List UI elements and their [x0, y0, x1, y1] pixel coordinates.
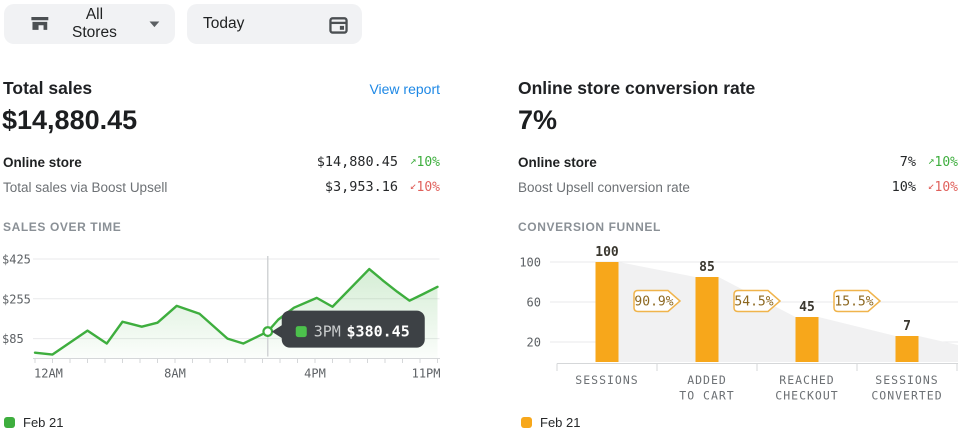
- conversion-rate-title: Online store conversion rate: [518, 78, 756, 98]
- category-label: CHECKOUT: [775, 389, 838, 403]
- y-axis-label: $425: [2, 253, 31, 267]
- category-label: ADDED: [687, 373, 727, 387]
- conversion-rate-value: 7%: [518, 105, 558, 135]
- y-axis-label: $255: [2, 292, 31, 306]
- storefront-icon: [31, 17, 49, 30]
- legend-swatch-orange: [521, 417, 532, 428]
- calendar-icon: [329, 16, 348, 34]
- trend-down-icon: ↙: [927, 179, 935, 192]
- conversion-breakdown: Online store 7% ↗10% Boost Upsell conver…: [518, 151, 958, 198]
- x-axis-label: 4PM: [304, 367, 326, 381]
- tooltip-value: $380.45: [347, 323, 410, 341]
- legend-swatch-green: [4, 417, 15, 428]
- stat-row-boost-upsell-conversion: Boost Upsell conversion rate 10% ↙10%: [518, 176, 958, 198]
- funnel-bar: [795, 317, 819, 362]
- conversion-pill-label: 15.5%: [834, 295, 873, 310]
- stat-row-online-store-conversion: Online store 7% ↗10%: [518, 151, 958, 173]
- row-label: Boost Upsell conversion rate: [518, 179, 690, 195]
- bar-value-label: 45: [799, 300, 815, 315]
- trend-up-icon: ↗: [927, 154, 935, 167]
- funnel-bar: [695, 277, 719, 362]
- row-value: 10%: [891, 179, 916, 195]
- legend-label: Feb 21: [23, 415, 64, 430]
- row-delta: ↗10%: [409, 154, 440, 170]
- trend-up-icon: ↗: [409, 154, 417, 167]
- category-label: CONVERTED: [871, 389, 942, 403]
- row-value: $14,880.45: [316, 154, 398, 170]
- tooltip-arrow: [271, 324, 283, 339]
- conversion-funnel-heading: CONVERSION FUNNEL: [518, 220, 661, 234]
- x-axis-label: 8AM: [164, 367, 186, 381]
- row-delta: ↙10%: [409, 179, 440, 195]
- total-sales-value: $14,880.45: [2, 105, 138, 135]
- sales-over-time-heading: SALES OVER TIME: [3, 220, 122, 234]
- view-report-link[interactable]: View report: [369, 81, 440, 97]
- x-axis-label: 12AM: [34, 367, 63, 381]
- tooltip: [281, 310, 425, 348]
- y-axis-label: $85: [2, 332, 24, 346]
- bar-value-label: 85: [699, 260, 715, 275]
- category-label: SESSIONS: [575, 373, 638, 387]
- row-label: Online store: [518, 154, 597, 170]
- hover-point: [262, 326, 274, 337]
- total-sales-title: Total sales: [3, 78, 93, 98]
- conversion-pill-label: 54.5%: [734, 295, 773, 310]
- store-selector-label: All Stores: [72, 6, 117, 41]
- sales-line: [33, 267, 439, 356]
- conversion-pill-label: 90.9%: [634, 295, 673, 310]
- chevron-down-icon: [149, 21, 160, 27]
- funnel-background: [618, 262, 958, 362]
- sales-chart-legend: Feb 21: [4, 415, 63, 430]
- stat-row-online-store-sales: Online store $14,880.45 ↗10%: [3, 151, 440, 173]
- tooltip-swatch: [295, 326, 307, 338]
- x-axis-label: 11PM: [412, 367, 441, 381]
- funnel-chart-legend: Feb 21: [521, 415, 580, 430]
- row-delta: ↗10%: [927, 154, 958, 170]
- stat-row-boost-upsell-sales: Total sales via Boost Upsell $3,953.16 ↙…: [3, 176, 440, 198]
- funnel-bar: [595, 262, 619, 362]
- date-selector-label: Today: [203, 15, 245, 32]
- store-selector-button[interactable]: All Stores: [4, 4, 175, 44]
- tooltip-time: 3PM: [314, 323, 341, 341]
- category-label: SESSIONS: [875, 373, 938, 387]
- trend-down-icon: ↙: [409, 179, 417, 192]
- row-delta: ↙10%: [927, 179, 958, 195]
- row-value: $3,953.16: [324, 179, 398, 195]
- y-axis-label: 60: [527, 296, 541, 310]
- line-area-fill: [35, 269, 438, 358]
- date-selector-button[interactable]: Today: [187, 4, 362, 44]
- y-axis-label: 100: [519, 256, 541, 270]
- funnel-bar: [895, 336, 919, 362]
- conversion-pill: [733, 289, 782, 313]
- bar-value-label: 100: [595, 245, 619, 260]
- category-label: REACHED: [779, 373, 834, 387]
- row-label: Online store: [3, 154, 82, 170]
- category-label: TO CART: [679, 389, 734, 403]
- legend-label: Feb 21: [540, 415, 581, 430]
- row-label: Total sales via Boost Upsell: [3, 179, 168, 195]
- row-value: 7%: [899, 154, 916, 170]
- conversion-pill: [633, 289, 682, 313]
- y-axis-label: 20: [527, 336, 541, 350]
- total-sales-breakdown: Online store $14,880.45 ↗10% Total sales…: [3, 151, 440, 198]
- bar-value-label: 7: [903, 319, 911, 334]
- conversion-pill: [833, 289, 882, 313]
